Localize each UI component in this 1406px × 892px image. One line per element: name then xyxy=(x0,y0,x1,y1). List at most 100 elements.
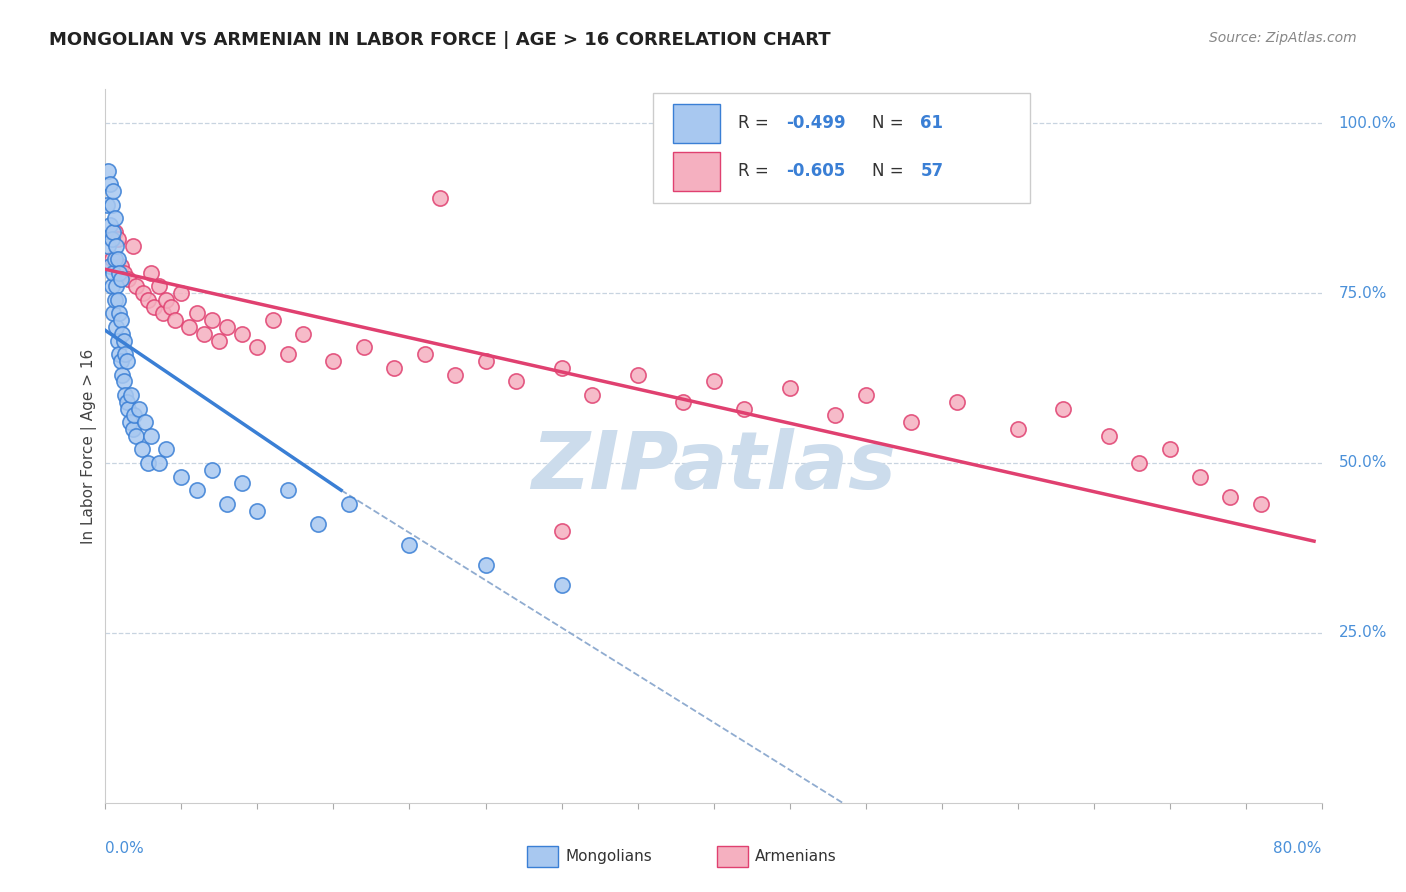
Point xyxy=(1052,401,1074,416)
Point xyxy=(277,347,299,361)
Point xyxy=(103,293,125,307)
Point xyxy=(277,483,299,498)
Point xyxy=(1219,490,1241,504)
Text: 0.0%: 0.0% xyxy=(105,841,145,856)
Point xyxy=(550,578,572,592)
Point xyxy=(353,341,375,355)
Point xyxy=(208,334,231,348)
Point xyxy=(132,286,155,301)
Point xyxy=(217,497,239,511)
Point xyxy=(121,238,143,252)
Point xyxy=(136,293,159,307)
Point xyxy=(97,163,120,178)
Text: 50.0%: 50.0% xyxy=(1339,456,1386,470)
Point xyxy=(101,266,124,280)
Point xyxy=(125,279,148,293)
Point xyxy=(550,524,572,538)
Point xyxy=(117,272,139,286)
Point xyxy=(110,259,132,273)
Point xyxy=(429,191,451,205)
Text: 75.0%: 75.0% xyxy=(1339,285,1386,301)
Point xyxy=(159,300,181,314)
Y-axis label: In Labor Force | Age > 16: In Labor Force | Age > 16 xyxy=(82,349,97,543)
Point xyxy=(702,375,725,389)
Point xyxy=(170,469,193,483)
Point xyxy=(114,388,136,402)
Point xyxy=(139,266,162,280)
Bar xyxy=(673,103,720,143)
Point xyxy=(110,272,132,286)
Point xyxy=(413,347,436,361)
Text: 100.0%: 100.0% xyxy=(1339,116,1396,131)
Text: -0.499: -0.499 xyxy=(786,114,846,132)
Point xyxy=(107,293,129,307)
Point xyxy=(105,279,128,293)
Point xyxy=(108,306,131,320)
Point xyxy=(143,300,166,314)
Point xyxy=(1128,456,1150,470)
Point xyxy=(120,388,142,402)
Point xyxy=(148,279,170,293)
Point xyxy=(165,313,187,327)
Point xyxy=(124,409,146,423)
Point xyxy=(193,326,215,341)
Point xyxy=(121,422,143,436)
Point xyxy=(474,354,496,368)
Point xyxy=(101,184,124,198)
Point xyxy=(100,279,122,293)
Text: ZIPatlas: ZIPatlas xyxy=(531,428,896,507)
Point xyxy=(292,326,315,341)
Text: 25.0%: 25.0% xyxy=(1339,625,1386,640)
Point xyxy=(115,354,138,368)
Point xyxy=(100,252,122,266)
Point xyxy=(98,259,121,273)
Point xyxy=(128,401,150,416)
Point xyxy=(115,394,138,409)
Point xyxy=(155,293,177,307)
Point xyxy=(1007,422,1029,436)
Point xyxy=(945,394,967,409)
Point xyxy=(824,409,846,423)
Point xyxy=(855,388,877,402)
Text: 80.0%: 80.0% xyxy=(1274,841,1322,856)
Point xyxy=(134,415,156,429)
Point xyxy=(1250,497,1272,511)
Point xyxy=(118,415,141,429)
Point xyxy=(110,354,132,368)
Text: R =: R = xyxy=(738,162,773,180)
Point xyxy=(97,238,120,252)
Point xyxy=(100,232,122,246)
Point xyxy=(672,394,695,409)
Point xyxy=(101,306,124,320)
Point xyxy=(107,334,129,348)
Text: MONGOLIAN VS ARMENIAN IN LABOR FORCE | AGE > 16 CORRELATION CHART: MONGOLIAN VS ARMENIAN IN LABOR FORCE | A… xyxy=(49,31,831,49)
Point xyxy=(103,211,125,226)
Point xyxy=(246,341,269,355)
Point xyxy=(112,266,135,280)
Point xyxy=(1098,429,1121,443)
Point xyxy=(307,517,329,532)
Point xyxy=(148,456,170,470)
Point xyxy=(201,463,224,477)
Point xyxy=(474,558,496,572)
Point xyxy=(170,286,193,301)
Point xyxy=(337,497,360,511)
Bar xyxy=(673,152,720,191)
Text: 61: 61 xyxy=(921,114,943,132)
Point xyxy=(131,442,153,457)
Point xyxy=(98,178,121,192)
Text: 57: 57 xyxy=(921,162,943,180)
Point xyxy=(733,401,755,416)
Point xyxy=(231,476,253,491)
Text: N =: N = xyxy=(872,114,908,132)
Text: Source: ZipAtlas.com: Source: ZipAtlas.com xyxy=(1209,31,1357,45)
Point xyxy=(186,483,208,498)
Point xyxy=(177,320,200,334)
Text: N =: N = xyxy=(872,162,908,180)
Point xyxy=(103,252,125,266)
Point xyxy=(117,401,139,416)
Point xyxy=(217,320,239,334)
Point xyxy=(112,334,135,348)
Point xyxy=(231,326,253,341)
Text: Mongolians: Mongolians xyxy=(565,849,652,863)
